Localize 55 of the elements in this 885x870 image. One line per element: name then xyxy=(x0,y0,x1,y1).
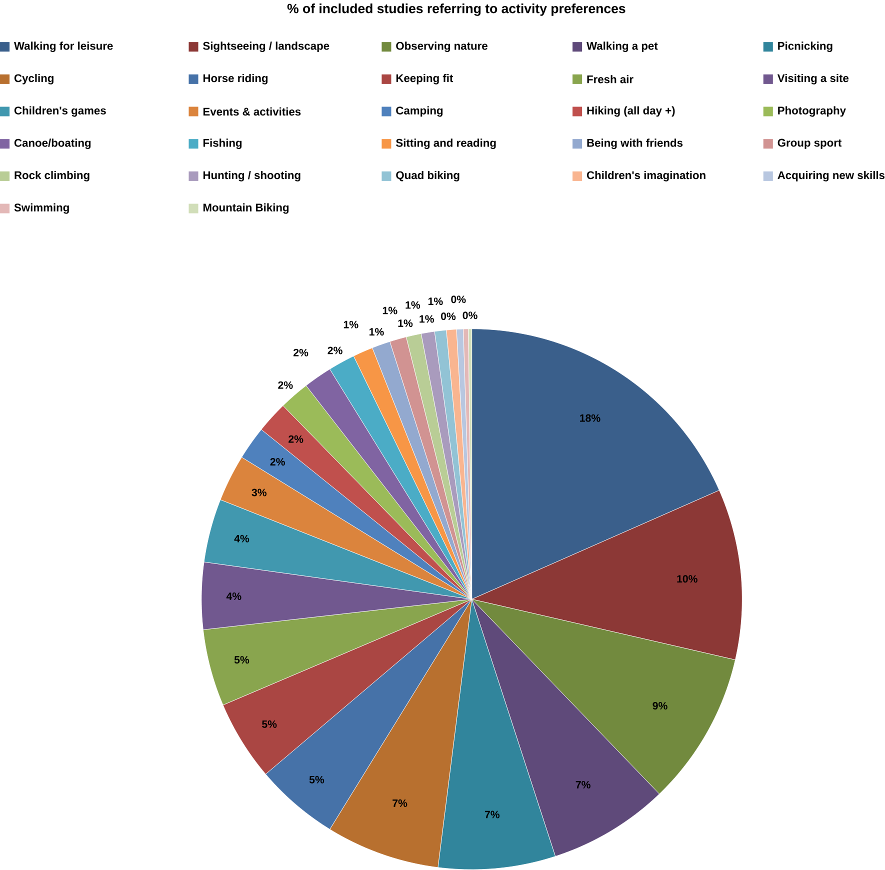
chart-title: % of included studies referring to activity preferences xyxy=(287,4,626,16)
data-label: 5% xyxy=(309,776,324,784)
legend-label: Walking a pet xyxy=(586,42,658,52)
legend-label: Hunting / shooting xyxy=(203,171,300,182)
data-label: 1% xyxy=(406,301,420,309)
data-label: 0% xyxy=(441,312,456,320)
data-label: 3% xyxy=(252,488,267,496)
legend-label: Swimming xyxy=(14,203,69,214)
legend-label: Fishing xyxy=(203,138,242,150)
legend-label: Acquiring new skills xyxy=(778,171,885,182)
data-label: 9% xyxy=(652,702,668,710)
legend-label: Children's imagination xyxy=(586,171,706,182)
legend-label: Hiking (all day +) xyxy=(587,106,675,117)
data-label: 0% xyxy=(462,312,478,320)
legend-label: Being with friends xyxy=(587,138,683,150)
data-label: 7% xyxy=(392,800,408,808)
data-label: 1% xyxy=(382,306,398,314)
legend-label: Sitting and reading xyxy=(396,138,496,150)
data-label: 4% xyxy=(234,534,250,542)
legend-label: Fresh air xyxy=(587,75,634,84)
data-label: 5% xyxy=(262,720,277,728)
data-label: 2% xyxy=(288,435,304,443)
legend-label: Visiting a site xyxy=(777,74,849,84)
legend-label: Canoe/boating xyxy=(14,138,91,150)
data-label: 5% xyxy=(234,656,250,664)
legend-label: Picnicking xyxy=(778,42,832,52)
data-label: 18% xyxy=(580,414,600,422)
legend-label: Camping xyxy=(396,106,443,117)
data-label: 1% xyxy=(428,298,443,306)
data-label: 1% xyxy=(344,320,358,328)
legend-label: Walking for leisure xyxy=(14,42,113,52)
data-label: 2% xyxy=(278,381,293,389)
data-label: 4% xyxy=(226,592,242,600)
legend-label: Quad biking xyxy=(396,171,460,182)
data-label: 1% xyxy=(420,315,434,323)
data-label: 2% xyxy=(293,348,308,356)
legend-label: Keeping fit xyxy=(396,74,454,84)
data-label: 2% xyxy=(328,346,342,354)
legend-label: Children's games xyxy=(14,106,106,117)
data-label: 1% xyxy=(398,320,413,328)
data-label: 7% xyxy=(484,810,500,818)
data-label: 2% xyxy=(270,458,285,466)
legend-label: Observing nature xyxy=(396,42,488,52)
legend-label: Events & activities xyxy=(203,108,301,116)
legend-label: Sightseeing / landscape xyxy=(203,42,330,52)
data-label: 7% xyxy=(576,781,590,789)
legend-label: Photography xyxy=(778,106,846,117)
data-label: 10% xyxy=(677,575,698,583)
legend-label: Group sport xyxy=(778,138,842,149)
legend-label: Rock climbing xyxy=(14,171,90,182)
data-label: 0% xyxy=(451,296,466,304)
legend-label: Cycling xyxy=(14,74,54,84)
data-label: 1% xyxy=(369,328,384,336)
legend-label: Mountain Biking xyxy=(203,203,289,214)
legend-label: Horse riding xyxy=(203,74,268,84)
